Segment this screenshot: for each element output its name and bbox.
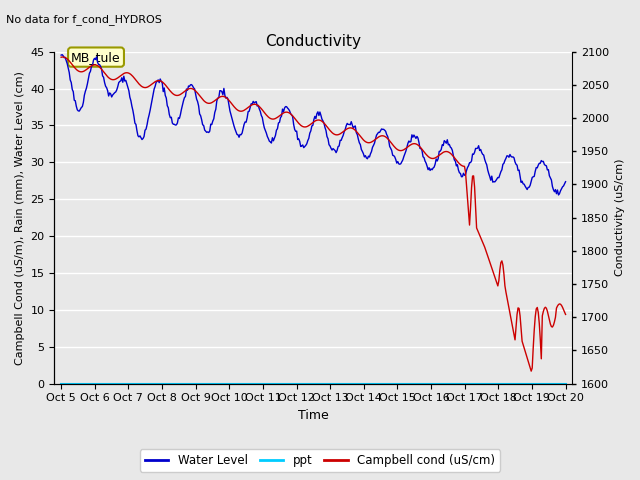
X-axis label: Time: Time bbox=[298, 409, 329, 422]
Text: MB_tule: MB_tule bbox=[71, 50, 121, 64]
Y-axis label: Campbell Cond (uS/m), Rain (mm), Water Level (cm): Campbell Cond (uS/m), Rain (mm), Water L… bbox=[15, 71, 25, 365]
Y-axis label: Conductivity (uS/cm): Conductivity (uS/cm) bbox=[615, 159, 625, 276]
Title: Conductivity: Conductivity bbox=[266, 34, 362, 49]
Legend: Water Level, ppt, Campbell cond (uS/cm): Water Level, ppt, Campbell cond (uS/cm) bbox=[140, 449, 500, 472]
Text: No data for f_cond_HYDROS: No data for f_cond_HYDROS bbox=[6, 14, 163, 25]
